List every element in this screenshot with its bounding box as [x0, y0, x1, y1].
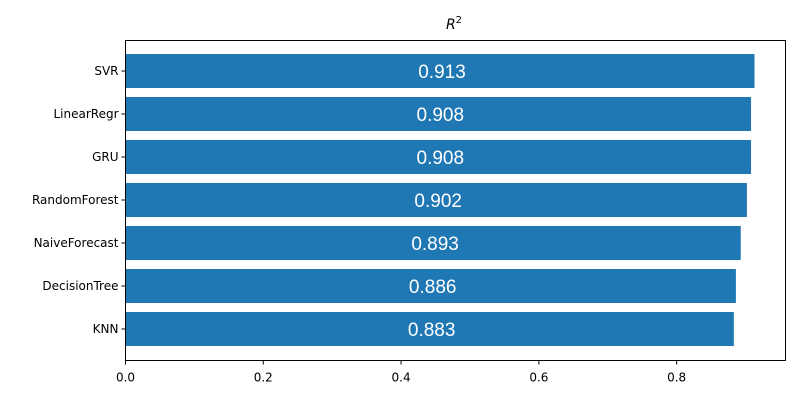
- bar-value-label: 0.902: [414, 191, 462, 212]
- bar-value-label: 0.913: [418, 62, 466, 83]
- y-tick-label: KNN: [93, 322, 119, 336]
- bars-layer: 0.913 0.908 0.908 0.902 0.893 0.886 0.883: [125, 54, 755, 346]
- svg-text:R2: R2: [446, 15, 462, 33]
- bar-value-label: 0.893: [411, 234, 459, 255]
- bar-gru: [125, 140, 752, 174]
- bar-value-label: 0.908: [417, 148, 465, 169]
- bar-svr: [125, 54, 755, 88]
- y-tick-label: SVR: [94, 64, 118, 78]
- bar-value-label: 0.908: [417, 105, 465, 126]
- bar-randomforest: [125, 183, 747, 217]
- bar-value-label: 0.883: [408, 320, 456, 341]
- bar-decisiontree: [125, 269, 736, 303]
- plot-area-frame: [125, 40, 786, 361]
- y-tick-label: GRU: [92, 150, 118, 164]
- x-tick-label: 0.8: [667, 371, 686, 385]
- x-axis-ticks: 0.0 0.2 0.4 0.6 0.8: [116, 360, 686, 385]
- x-tick-label: 0.2: [254, 371, 273, 385]
- y-tick-label: RandomForest: [32, 193, 119, 207]
- bar-naiveforecast: [125, 226, 741, 260]
- y-tick-label: DecisionTree: [42, 279, 118, 293]
- chart-title-superscript: 2: [456, 15, 462, 26]
- bar-value-label: 0.886: [409, 277, 457, 298]
- x-tick-label: 0.6: [529, 371, 548, 385]
- bar-knn: [125, 312, 734, 346]
- x-tick-label: 0.4: [392, 371, 411, 385]
- chart-title-text: R: [446, 17, 456, 33]
- y-tick-label: LinearRegr: [53, 107, 118, 121]
- chart-title: R2: [446, 15, 462, 33]
- y-tick-labels: SVR LinearRegr GRU RandomForest NaiveForecas…: [32, 64, 126, 336]
- y-tick-label: NaiveForecast: [34, 236, 119, 250]
- bar-linearregr: [125, 97, 752, 131]
- x-tick-label: 0.0: [116, 371, 135, 385]
